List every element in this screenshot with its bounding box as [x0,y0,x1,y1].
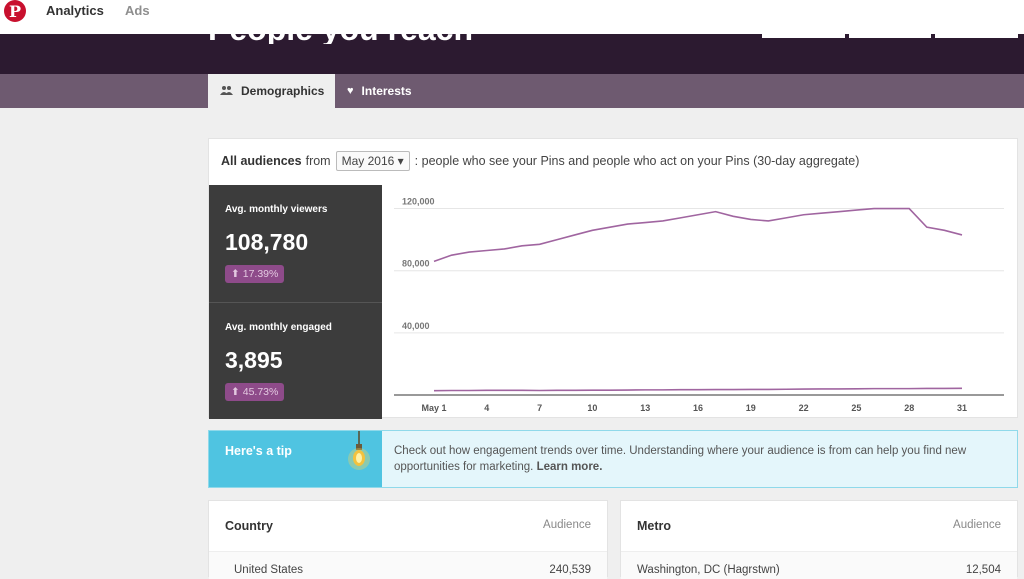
stat-value: 108,780 [225,229,309,255]
table-row[interactable]: Washington, DC (Hagrstwn) 12,504 [621,551,1017,579]
audience-prefix: All audiences [221,154,302,168]
change-value: 45.73% [242,386,279,398]
column-header: Audience [543,519,591,531]
learn-more-link[interactable]: Learn more. [536,461,603,473]
change-badge: ⬆ 45.73% [225,383,285,401]
header-control[interactable] [848,34,932,38]
stat-label: Avg. monthly viewers [225,204,328,215]
tip-title: Here's a tip [225,444,292,458]
lightbulb-icon [348,431,370,470]
tab-bar: Demographics ♥ Interests [0,74,1024,108]
metro-table: Metro Audience Washington, DC (Hagrstwn)… [620,500,1018,579]
audience-chart: 120,000 80,000 40,000 May 1 4 7 10 13 16 19 22 25 28… [382,185,1017,419]
stat-engaged[interactable]: Avg. monthly engaged 3,895 ⬆ 45.73% [209,302,382,419]
y-tick-label: 40,000 [402,321,430,331]
header-control[interactable] [935,34,1019,38]
x-tick-label: 22 [799,403,809,413]
engaged-series-line [433,387,963,392]
row-value: 240,539 [549,564,591,576]
stat-viewers[interactable]: Avg. monthly viewers 108,780 ⬆ 17.39% [209,185,382,302]
x-tick-label: 4 [484,403,489,413]
page-header: People you reach [0,28,1024,74]
row-name: United States [234,564,304,576]
x-tick-label: 13 [640,403,650,413]
tab-demographics[interactable]: Demographics [208,74,335,108]
column-header: Audience [953,519,1001,531]
arrow-up-icon: ⬆ [231,268,240,280]
period-value: May 2016 [341,154,395,168]
chevron-down-icon: ▾ [397,154,404,168]
x-tick-label: 19 [746,403,756,413]
top-nav: P Analytics Ads [0,0,1024,34]
chart-svg: 120,000 80,000 40,000 May 1 4 7 10 13 16 19 22 25 28… [394,197,1004,413]
y-tick-label: 80,000 [402,259,430,269]
change-value: 17.39% [242,268,279,280]
row-name: Washington, DC (Hagrstwn) [637,564,780,576]
people-icon [220,85,233,98]
stats-panel: Avg. monthly viewers 108,780 ⬆ 17.39% Av… [209,185,382,419]
x-tick-label: 16 [693,403,703,413]
pinterest-logo-icon[interactable]: P [4,0,26,22]
y-tick-label: 120,000 [402,197,435,207]
x-tick-label: 25 [851,403,861,413]
tab-label: Interests [361,84,412,98]
x-tick-label: 28 [904,403,914,413]
x-tick-label: 7 [537,403,542,413]
stat-value: 3,895 [225,347,283,373]
row-value: 12,504 [965,564,1001,576]
arrow-up-icon: ⬆ [231,386,240,398]
x-tick-label: 10 [587,403,597,413]
tip-banner: Here's a tip Check out how engagement tr… [208,430,1018,488]
viewers-series-line [433,207,963,263]
tab-interests[interactable]: ♥ Interests [335,74,424,108]
from-label: from [305,154,331,168]
tip-header: Here's a tip [209,431,382,487]
header-controls [762,34,1019,38]
audience-description: : people who see your Pins and people wh… [414,154,860,168]
period-select[interactable]: May 2016 ▾ [335,151,410,171]
change-badge: ⬆ 17.39% [225,265,285,283]
table-title: Metro [637,519,672,533]
stat-label: Avg. monthly engaged [225,322,332,333]
nav-analytics[interactable]: Analytics [46,3,104,18]
audience-filter: All audiences from May 2016 ▾ : people w… [221,151,859,171]
country-table: Country Audience United States 240,539 [208,500,608,579]
heart-icon: ♥ [347,85,354,97]
x-tick-label: 31 [957,403,967,413]
tab-label: Demographics [241,84,325,98]
table-row[interactable]: United States 240,539 [209,551,607,579]
x-tick-label: May 1 [421,403,446,413]
tip-text: Check out how engagement trends over tim… [394,443,994,475]
nav-ads[interactable]: Ads [125,3,150,18]
table-title: Country [225,519,273,533]
tip-body: Check out how engagement trends over tim… [394,445,967,473]
header-control[interactable] [762,34,845,38]
audience-card: All audiences from May 2016 ▾ : people w… [208,138,1018,419]
